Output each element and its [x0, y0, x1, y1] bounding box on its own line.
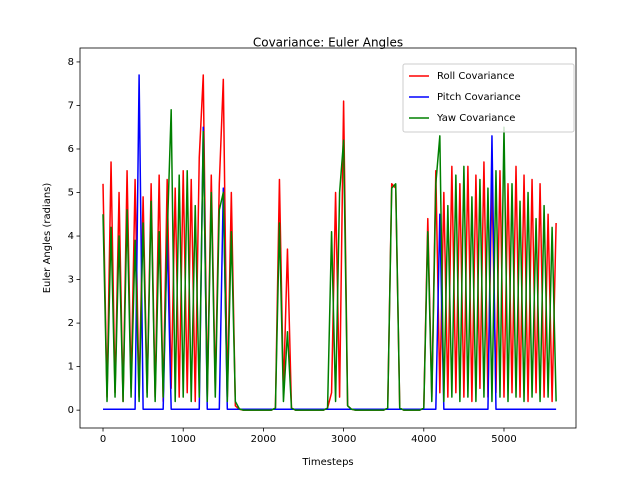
x-tick-label: 5000	[491, 434, 516, 445]
plot-frame	[79, 47, 577, 429]
y-tick-label: 3	[68, 275, 74, 286]
y-tick-label: 5	[68, 188, 74, 199]
y-axis-label: Euler Angles (radians)	[42, 183, 53, 294]
legend-label: Roll Covariance	[437, 71, 515, 82]
series-line	[102, 109, 557, 411]
x-tick-label: 4000	[411, 434, 436, 445]
x-tick-label: 3000	[331, 434, 356, 445]
legend-label: Pitch Covariance	[437, 92, 521, 103]
y-tick-label: 2	[68, 318, 74, 329]
chart-title: Covariance: Euler Angles	[253, 36, 403, 50]
x-tick-label: 2000	[251, 434, 276, 445]
legend-label: Yaw Covariance	[436, 113, 515, 124]
series-line	[102, 74, 557, 411]
x-tick-label: 0	[100, 434, 106, 445]
y-tick-label: 0	[68, 405, 74, 416]
series-line	[103, 74, 557, 411]
y-tick-label: 6	[68, 144, 74, 155]
legend-box	[402, 63, 575, 133]
y-tick-label: 4	[68, 231, 74, 242]
y-tick-label: 1	[68, 362, 74, 373]
y-tick-label: 7	[68, 100, 74, 111]
x-tick-label: 1000	[170, 434, 195, 445]
x-axis-label: Timesteps	[301, 457, 353, 468]
y-tick-label: 8	[68, 57, 74, 68]
